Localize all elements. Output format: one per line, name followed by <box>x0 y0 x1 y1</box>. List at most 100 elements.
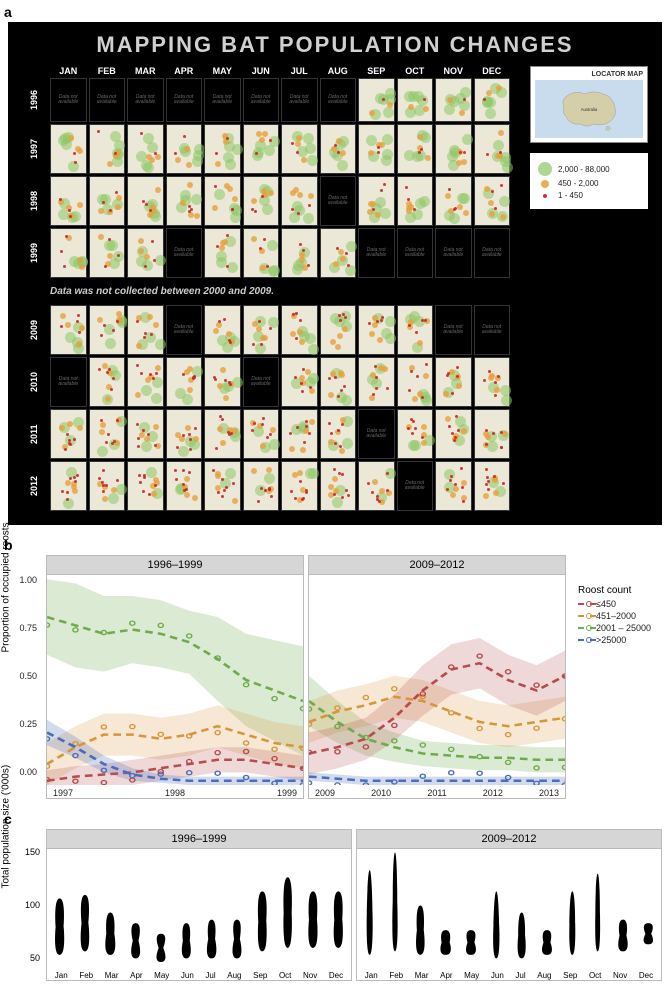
roost-dot <box>383 107 394 118</box>
roost-dot <box>447 372 450 375</box>
roost-dot <box>192 156 203 167</box>
roost-dot <box>151 393 162 404</box>
roost-dot <box>423 106 429 112</box>
map-cell <box>435 409 472 459</box>
roost-dot <box>136 364 139 367</box>
roost-dot <box>184 476 190 482</box>
x-tick: Jul <box>515 971 525 980</box>
roost-dot <box>457 429 460 432</box>
panel-a: MAPPING BAT POPULATION CHANGES JANFEBMAR… <box>8 22 662 525</box>
roost-dot <box>226 331 232 337</box>
roost-dot <box>183 135 186 138</box>
y-tick: 0.25 <box>19 719 40 729</box>
roost-dot <box>182 434 185 437</box>
facet-header: 1996–1999 <box>47 556 303 575</box>
roost-dot <box>175 478 178 481</box>
roost-dot <box>335 344 341 350</box>
roost-dot <box>369 331 375 337</box>
roost-dot <box>231 208 234 211</box>
legend-line <box>578 611 596 621</box>
roost-dot <box>385 88 396 99</box>
roost-dot <box>251 236 257 242</box>
roost-dot <box>488 200 494 206</box>
roost-dot <box>180 190 191 201</box>
map-cell <box>320 357 357 407</box>
map-cell <box>358 124 395 174</box>
roost-dot <box>100 422 106 428</box>
roost-dot <box>292 264 303 275</box>
roost-dot <box>262 335 268 341</box>
roost-dot <box>461 159 467 165</box>
roost-dot <box>299 480 302 483</box>
roost-dot <box>484 186 490 192</box>
map-cell <box>358 461 395 511</box>
roost-dot <box>328 377 331 380</box>
map-cell <box>281 176 318 226</box>
roost-dot <box>333 468 336 471</box>
violin <box>157 934 166 962</box>
roost-dot <box>267 240 278 251</box>
legend-row: 2001 – 25000 <box>578 623 668 633</box>
roost-dot <box>459 110 465 116</box>
panel-a-label: a <box>0 0 670 22</box>
violin <box>207 920 216 959</box>
roost-dot <box>79 264 85 270</box>
size-legend: 2,000 - 88,000450 - 2,0001 - 450 <box>530 153 648 209</box>
roost-dot <box>147 142 158 153</box>
roost-dot <box>105 396 111 402</box>
roost-dot <box>191 194 202 205</box>
violin <box>595 874 600 952</box>
facet: 2009–201220092010201120122013 <box>308 555 566 799</box>
x-tick: Nov <box>613 971 627 980</box>
roost-dot <box>380 189 383 192</box>
map-cell <box>204 357 241 407</box>
roost-dot <box>309 419 315 425</box>
roost-dot <box>222 239 228 245</box>
roost-dot <box>290 190 296 196</box>
roost-dot <box>61 490 64 493</box>
legend-b-title: Roost count <box>578 585 668 596</box>
roost-dot <box>457 204 463 210</box>
month-header: MAR <box>127 66 164 76</box>
roost-dot <box>334 442 337 445</box>
roost-dot <box>232 482 235 485</box>
roost-dot <box>135 392 141 398</box>
roost-dot <box>141 385 152 396</box>
map-cell <box>320 305 357 355</box>
x-tick: Mar <box>105 971 119 980</box>
roost-dot <box>76 474 79 477</box>
roost-dot <box>149 373 152 376</box>
roost-dot <box>142 429 145 432</box>
roost-dot <box>155 187 161 193</box>
month-header: NOV <box>435 66 472 76</box>
roost-dot <box>382 149 393 160</box>
map-cell: Data not available <box>397 461 434 511</box>
roost-dot <box>262 417 265 420</box>
roost-dot <box>116 484 127 495</box>
roost-dot <box>194 213 200 219</box>
roost-dot <box>73 152 76 155</box>
legend-line <box>578 599 596 609</box>
roost-dot <box>261 423 264 426</box>
roost-dot <box>333 261 339 267</box>
map-cell <box>50 305 87 355</box>
violin <box>308 891 317 947</box>
roost-dot <box>253 422 256 425</box>
roost-dot <box>217 491 220 494</box>
roost-dot <box>337 395 340 398</box>
roost-dot <box>77 202 83 208</box>
roost-dot <box>297 192 303 198</box>
map-cell <box>435 78 472 122</box>
map-cell: Data not available <box>166 78 203 122</box>
map-cell: Data not available <box>320 176 357 226</box>
roost-dot <box>226 265 229 268</box>
roost-dot <box>453 208 456 211</box>
roost-dot <box>340 150 346 156</box>
month-header: AUG <box>320 66 357 76</box>
y-tick: 100 <box>25 900 40 910</box>
roost-dot <box>463 210 469 216</box>
roost-dot <box>448 425 451 428</box>
roost-dot <box>112 329 115 332</box>
roost-dot <box>185 488 188 491</box>
roost-dot <box>182 394 193 405</box>
